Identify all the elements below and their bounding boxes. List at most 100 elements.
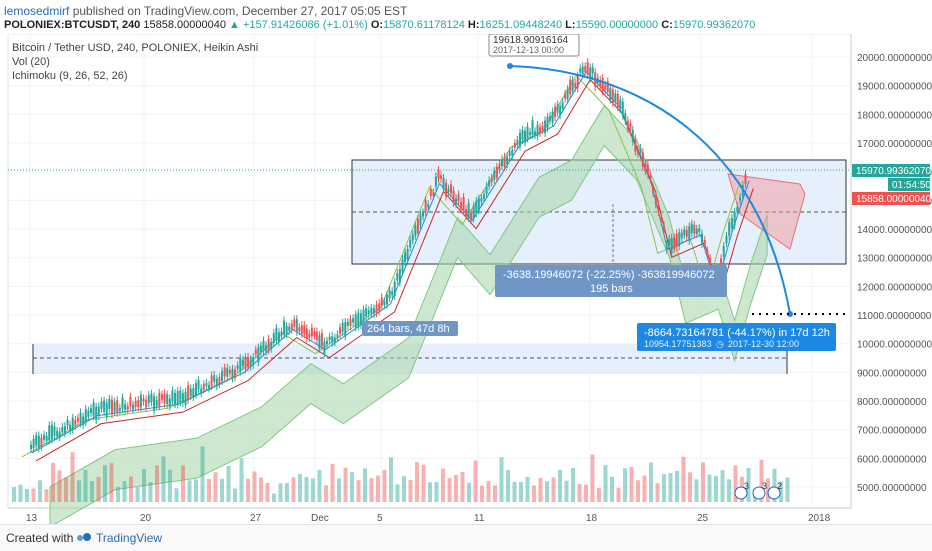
volume-bar [746,468,751,502]
candle-body [310,327,313,337]
candle-body [493,170,496,180]
candle-body [670,237,673,253]
legend-volume[interactable]: Vol (20) [12,56,50,68]
volume-bar [343,467,348,502]
measure-label-box[interactable] [495,265,727,297]
symbol-bar: POLONIEX:BTCUSDT, 240 15858.00000040 ▲ +… [4,19,755,31]
volume-bar [330,463,335,502]
candle-body [218,377,221,385]
candle-body [336,334,339,338]
price-chart[interactable]: 20000.00000000 19000.00000000 18000.000000… [0,33,932,528]
candle-body [516,139,519,146]
candle-body [346,321,349,326]
price-tick-label: 7000.00000000 [857,426,927,437]
legend-title[interactable]: Bitcoin / Tether USD, 240, POLONIEX, Hei… [12,42,259,54]
candle-body [153,396,156,411]
volume-bar [610,476,614,502]
peak-label-box[interactable] [488,33,580,57]
candle-body [498,164,501,170]
candle-body [574,82,577,88]
candle-body [556,104,559,113]
forecast-arc[interactable] [509,65,791,315]
close-label: C: [661,19,673,31]
event-count: 3 [744,481,749,491]
arc-start-point[interactable] [507,63,513,69]
volume-bar [220,478,224,502]
candle-body [150,393,153,403]
last-price: 15858.00000040 [143,19,226,31]
candle-body [591,67,594,74]
us-flag-icon[interactable] [767,486,781,500]
candle-body [621,101,624,116]
candle-body [388,289,391,299]
legend-ichimoku[interactable]: Ichimoku (9, 26, 52, 26) [12,70,128,82]
volume-bar [655,483,660,502]
candle-body [277,332,280,342]
volume-bar [779,481,783,502]
candle-body [215,378,218,387]
chart-area[interactable]: 20000.00000000 19000.00000000 18000.000000… [0,33,932,528]
author-link[interactable]: lemosedmirf [4,4,70,18]
candle-body [82,416,85,425]
candle-body [262,340,265,352]
volume-bar [701,462,705,502]
price-axis[interactable]: 20000.00000000 19000.00000000 18000.000000… [857,53,932,494]
candle-body [45,435,48,442]
candle-body [56,430,59,436]
volume-bar [772,468,777,502]
tradingview-link[interactable]: TradingView [96,531,163,545]
volume-bar [512,481,517,502]
volume-bar [70,452,75,502]
tradingview-logo-icon[interactable] [76,532,92,543]
candle-body [134,400,137,408]
candle-body [631,129,634,142]
candle-body [599,79,602,88]
volume-bar [103,465,107,502]
candle-body [581,66,584,75]
candle-body [267,338,270,351]
candle-body [63,426,66,434]
volume-bar [12,487,16,502]
volume-bar [168,469,172,502]
publish-header: lemosedmirf published on TradingView.com… [4,4,407,18]
candle-body [660,217,663,222]
candle-body [442,177,445,190]
volume-bar [239,458,244,502]
candle-body [383,301,386,305]
candle-body [470,213,473,221]
candle-body [349,319,352,326]
up-arrow-icon: ▲ [229,19,240,31]
candle-body [40,437,43,447]
forecast-label-box[interactable] [637,323,836,351]
candle-body [328,336,331,341]
high-value: 16251.09448240 [479,19,563,31]
volume-bar [662,474,666,502]
volume-bar [213,472,218,502]
arc-end-point[interactable] [787,311,793,317]
price-tick-label: 6000.00000000 [857,454,927,465]
volume-bar [311,478,315,502]
volume-bar [64,477,68,502]
volume-bar [681,456,686,502]
candle-body [657,204,660,212]
volume-bar [129,476,133,502]
volume-bar [44,489,49,502]
time-axis[interactable]: 13 20 27 Dec 5 11 18 25 2018 [26,513,831,524]
low-value: 15590.00000000 [575,19,659,31]
volume-bar [395,484,400,502]
us-flag-icon[interactable] [752,486,766,500]
bars-label-box[interactable] [362,321,458,336]
candle-body [424,200,427,213]
candle-body [142,398,145,402]
volume-bar [538,477,543,502]
volume-bar [187,480,192,502]
candle-body [272,333,275,344]
candle-body [359,313,362,326]
volume-bar [155,465,159,502]
candle-body [331,335,334,343]
candle-body [722,246,725,257]
candle-body [231,368,234,379]
candle-body [500,159,503,167]
volume-bar [675,470,679,502]
us-flag-icon[interactable] [734,486,748,500]
